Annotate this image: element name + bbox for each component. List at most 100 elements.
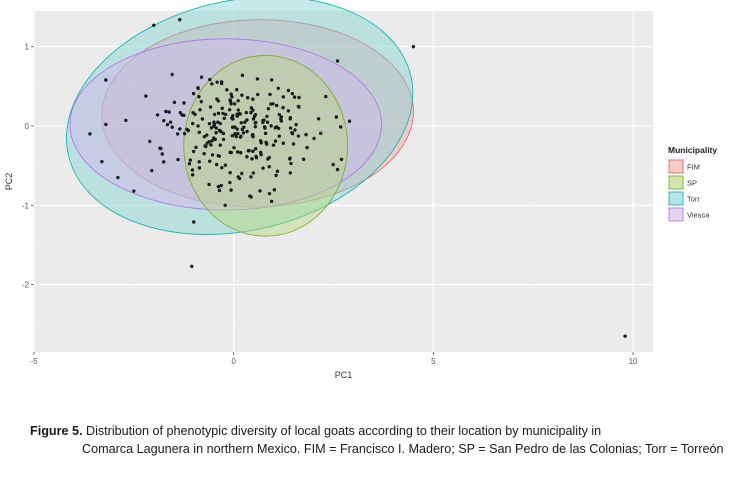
y-tick-label: 0 <box>25 122 30 131</box>
caption-line-2: Comarca Lagunera in northern Mexico. FIM… <box>82 442 724 456</box>
data-point <box>197 160 201 164</box>
data-point <box>264 142 269 146</box>
data-point <box>150 168 154 173</box>
grid-minor <box>34 11 653 352</box>
data-point <box>229 102 233 106</box>
data-point <box>239 151 243 155</box>
data-point <box>104 78 108 82</box>
x-tick-label: 0 <box>231 357 236 366</box>
data-point <box>182 113 186 118</box>
data-point <box>160 152 164 156</box>
data-point <box>175 132 180 136</box>
data-point <box>192 220 196 224</box>
data-point <box>132 189 136 193</box>
data-point <box>233 125 237 129</box>
data-point <box>229 188 233 192</box>
data-point <box>267 165 271 169</box>
y-tick-label: -1 <box>22 201 30 210</box>
data-point <box>623 334 627 338</box>
pca-chart: -5 0 5 10 10-1-2 PC1 PC2 Municipality FIMSP… <box>4 0 717 380</box>
data-point <box>256 92 260 97</box>
data-point <box>210 139 214 143</box>
data-point <box>208 159 212 163</box>
data-point <box>190 173 195 177</box>
data-point <box>196 124 200 128</box>
data-point <box>203 144 207 148</box>
data-point <box>167 110 171 114</box>
data-point <box>250 133 255 138</box>
data-point <box>240 93 244 97</box>
data-point <box>228 180 232 185</box>
data-point <box>288 116 293 120</box>
data-point <box>273 139 278 143</box>
data-point <box>316 117 321 121</box>
data-point <box>228 99 233 103</box>
data-point <box>100 159 104 164</box>
data-point <box>235 127 239 131</box>
data-point <box>205 141 209 145</box>
data-point <box>213 137 217 142</box>
data-point <box>202 134 207 139</box>
data-point <box>162 160 166 164</box>
data-point <box>288 157 292 161</box>
data-point <box>275 169 280 173</box>
legend-swatch-sp <box>668 175 684 190</box>
data-point <box>252 114 257 119</box>
data-point <box>274 173 278 178</box>
data-point <box>176 157 180 162</box>
data-point <box>251 171 256 175</box>
data-point <box>191 149 196 154</box>
data-point <box>225 88 229 92</box>
data-point <box>234 134 238 139</box>
data-point <box>288 126 293 130</box>
legend-label-fim: FIM <box>687 163 700 172</box>
data-point <box>241 131 246 135</box>
data-point <box>197 95 201 99</box>
caption-text-1: Distribution of phenotypic diversity of … <box>85 424 602 438</box>
data-point <box>274 125 279 129</box>
legend-label-viesca: Viesca <box>687 211 710 220</box>
data-point <box>217 188 222 193</box>
data-point <box>230 95 234 99</box>
data-point <box>164 109 168 114</box>
data-point <box>347 119 352 123</box>
data-point <box>191 121 195 126</box>
data-point <box>276 86 280 91</box>
data-point <box>258 189 262 193</box>
data-point <box>240 171 244 176</box>
data-point <box>289 161 293 166</box>
data-point <box>214 126 218 130</box>
data-point <box>243 120 247 124</box>
data-point <box>227 108 232 112</box>
data-point <box>223 163 228 167</box>
data-point <box>338 125 343 129</box>
data-point <box>216 99 221 103</box>
data-point <box>236 99 240 103</box>
data-point <box>240 73 245 78</box>
data-point <box>297 105 301 109</box>
data-point <box>339 157 344 161</box>
data-point <box>216 184 221 189</box>
data-point <box>168 120 173 124</box>
legend-title: Municipality <box>668 145 717 155</box>
data-point <box>182 101 186 105</box>
data-point <box>244 110 248 115</box>
legend-swatch-fim <box>668 159 684 174</box>
data-point <box>281 95 285 99</box>
data-point <box>212 112 217 117</box>
data-point <box>124 118 128 123</box>
data-point <box>209 126 214 130</box>
data-point <box>335 167 340 172</box>
data-point <box>210 82 214 86</box>
data-point <box>251 108 255 112</box>
data-point <box>88 132 92 136</box>
data-point <box>258 139 263 143</box>
data-point <box>178 127 182 131</box>
data-point <box>208 105 213 109</box>
data-point <box>277 134 281 138</box>
data-point <box>197 166 202 170</box>
data-point <box>305 145 309 150</box>
data-point <box>235 113 240 117</box>
data-point <box>411 44 416 49</box>
data-point <box>210 153 215 157</box>
